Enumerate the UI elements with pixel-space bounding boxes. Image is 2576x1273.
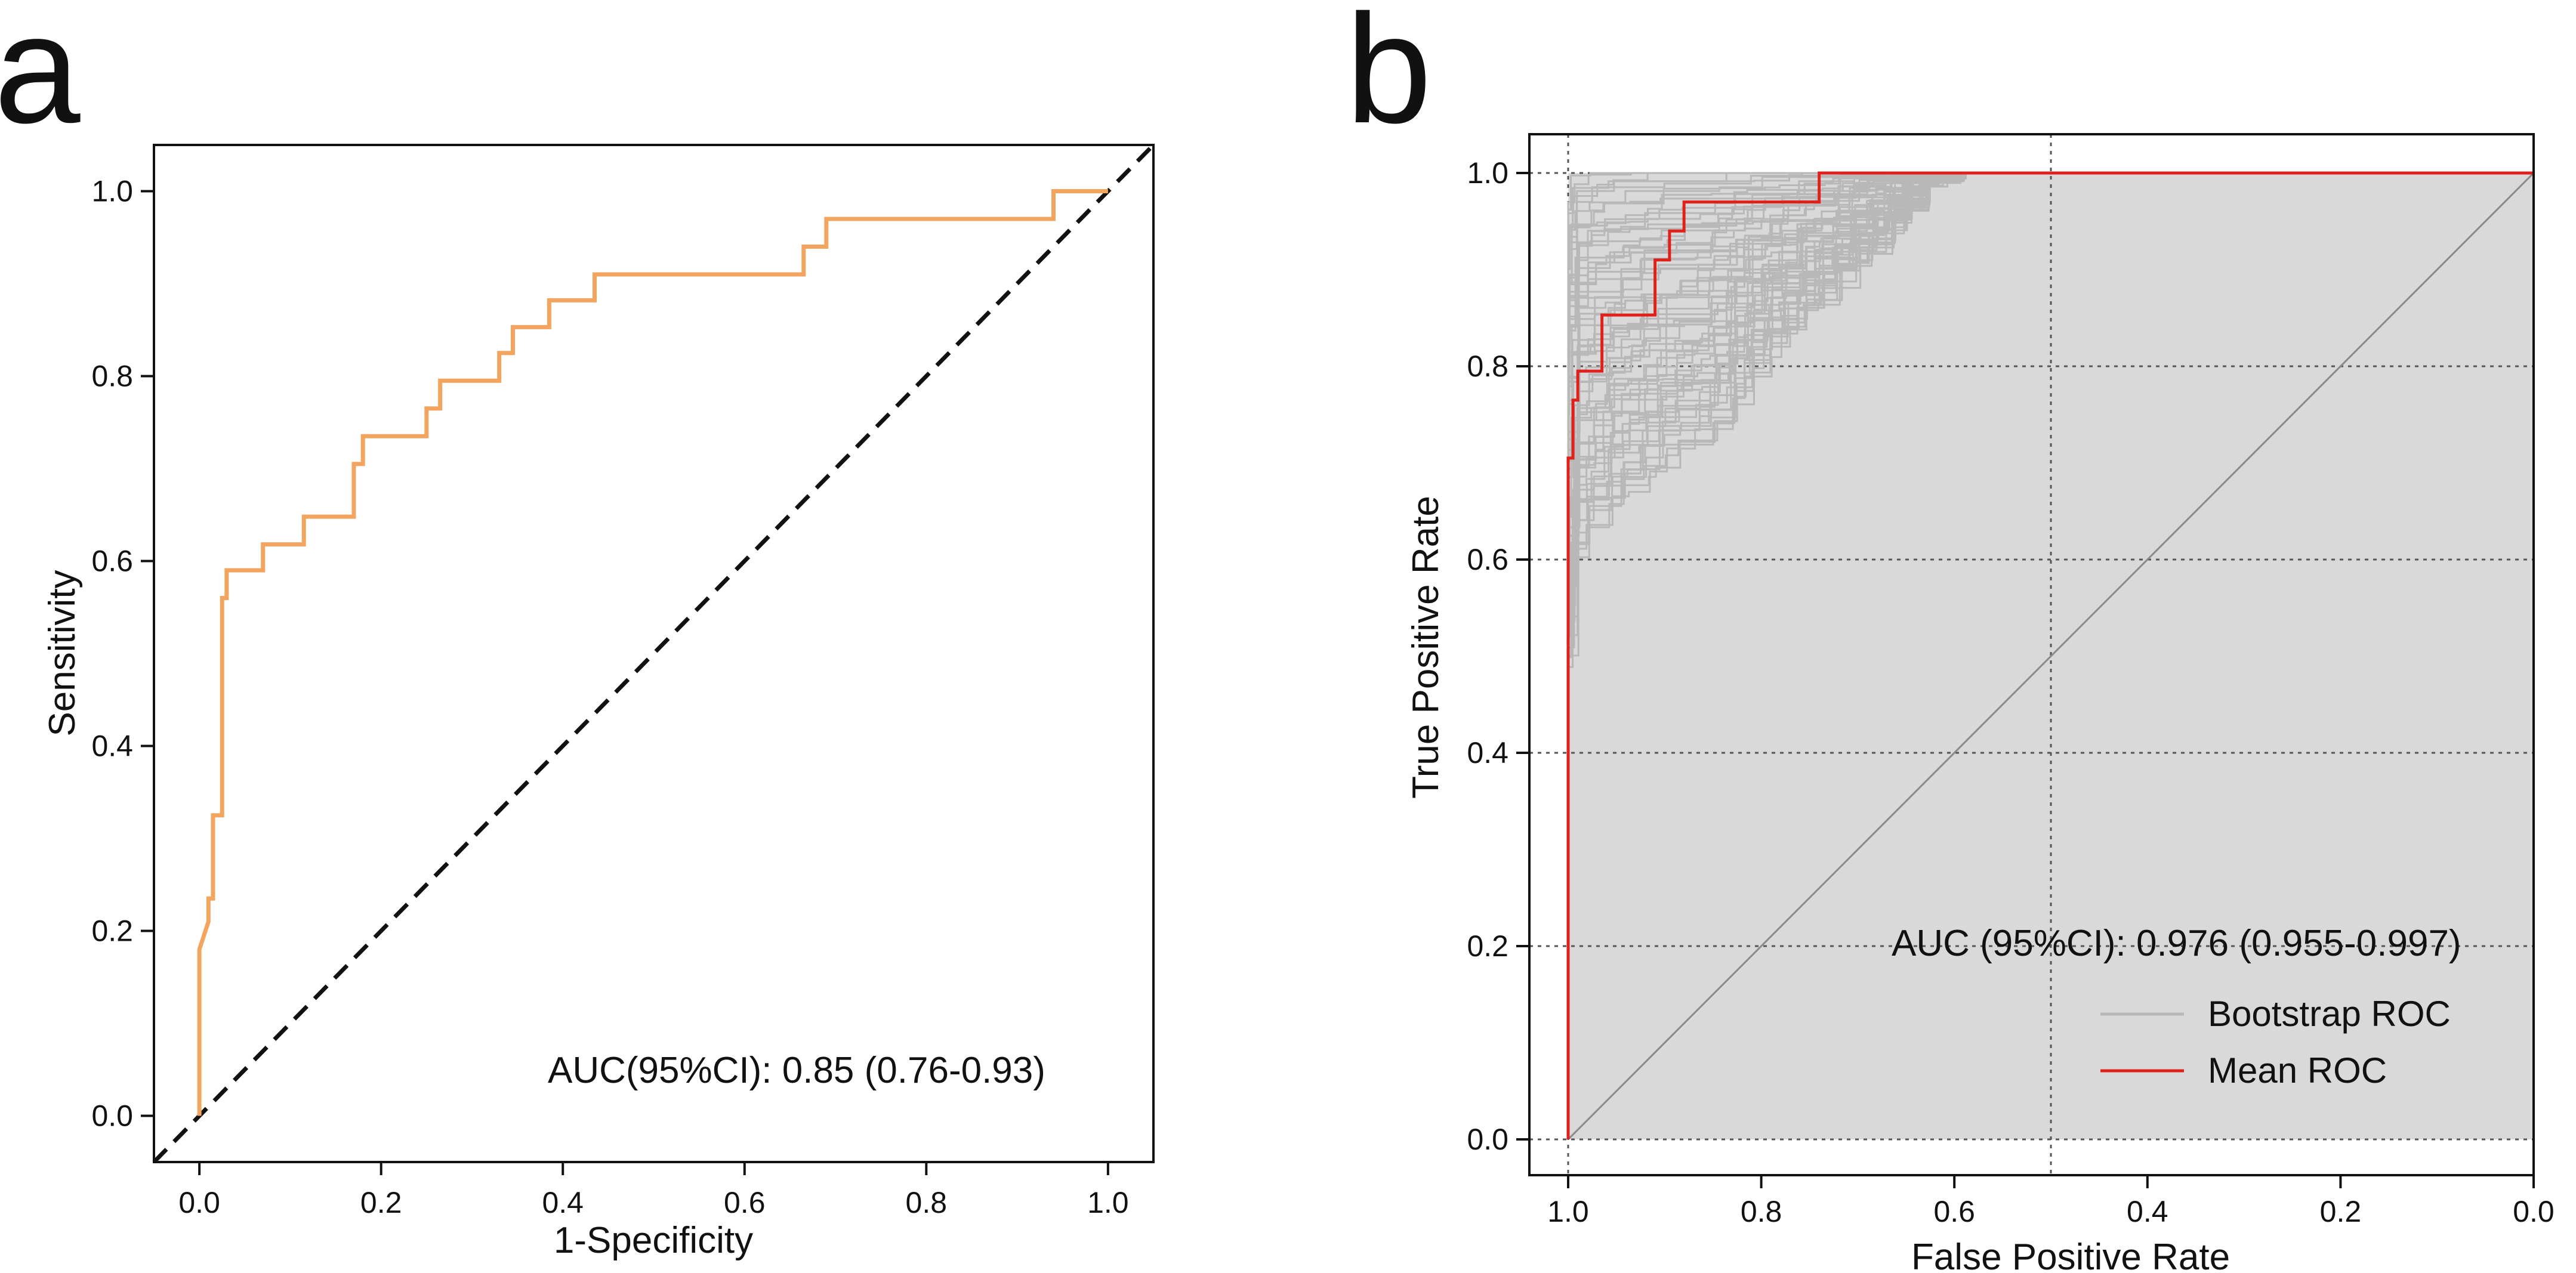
y-tick-label-a: 0.4: [91, 730, 133, 763]
diagonal-reference-b: [1567, 172, 2535, 1141]
roc-chart-a: 0.0 0.2 0.4 0.6 0.8 1.0 0.0 0.2 0.4 0.6 0.8 1.0 1-S…: [42, 143, 1155, 1261]
x-tick-label-a: 1.0: [1087, 1186, 1129, 1219]
x-axis-title-a: 1-Specificity: [554, 1220, 753, 1261]
x-tick-label-a: 0.0: [178, 1186, 220, 1219]
y-tick-label-a: 1.0: [91, 175, 133, 208]
bootstrap-roc-curve: [1567, 172, 2534, 1139]
bootstrap-roc-curve: [1567, 172, 2534, 1139]
x-tick-label-b: 0.4: [2127, 1195, 2168, 1228]
bootstrap-roc-curve: [1567, 172, 2534, 1139]
plot-frame-b: [1528, 133, 2535, 1176]
mean-roc-curve: [1566, 171, 2534, 1139]
y-tick-label-b: 0.6: [1467, 543, 1508, 576]
y-tick-label-b: 0.0: [1467, 1123, 1508, 1156]
x-tick-label-b: 0.2: [2320, 1195, 2362, 1228]
x-tick-label-b: 0.8: [1741, 1195, 1782, 1228]
y-tick-label-a: 0.8: [91, 360, 133, 393]
y-axis-title-a: Sensitivity: [42, 570, 83, 736]
x-tick-label-b: 0.6: [1933, 1195, 1975, 1228]
auc-annotation-b: AUC (95%CI): 0.976 (0.955-0.997): [1892, 923, 2461, 964]
y-tick-label-b: 0.8: [1467, 350, 1508, 383]
y-tick-label-b: 1.0: [1467, 156, 1508, 190]
panel-letter-b: b: [1346, 0, 1432, 156]
bootstrap-roc-curve: [1567, 172, 2534, 1139]
y-tick-label-b: 0.2: [1467, 929, 1508, 963]
x-tick-label-b: 0.0: [2513, 1195, 2555, 1228]
legend-label-mean: Mean ROC: [2208, 1050, 2387, 1090]
x-tick-label-b: 1.0: [1547, 1195, 1589, 1228]
auc-annotation-a: AUC(95%CI): 0.85 (0.76-0.93): [548, 1050, 1045, 1091]
x-tick-label-a: 0.8: [906, 1186, 948, 1219]
bootstrap-roc-curve: [1567, 172, 2534, 1139]
legend-label-bootstrap: Bootstrap ROC: [2208, 994, 2451, 1034]
y-axis-title-b: True Positive Rate: [1405, 496, 1446, 799]
bootstrap-roc-curve: [1567, 172, 2534, 1139]
diagonal-reference-a: [152, 143, 1155, 1164]
y-tick-label-a: 0.0: [91, 1099, 133, 1133]
x-tick-label-a: 0.2: [360, 1186, 402, 1219]
roc-chart-b: 1.0 0.8 0.6 0.4 0.2 0.0 0.0 0.2 0.4 0.6 0.8 1.0 Fal…: [1405, 133, 2555, 1273]
bootstrap-roc-curve: [1567, 172, 2534, 1139]
bootstrap-roc-curve: [1567, 172, 2534, 1139]
bootstrap-roc-curve: [1567, 172, 2534, 1139]
roc-curve-a: [197, 189, 1108, 1116]
x-tick-label-a: 0.6: [724, 1186, 766, 1219]
y-tick-label-b: 0.4: [1467, 736, 1508, 770]
bootstrap-roc-curve: [1567, 172, 2534, 1139]
y-tick-label-a: 0.2: [91, 914, 133, 948]
x-tick-label-a: 0.4: [542, 1186, 584, 1219]
y-tick-label-a: 0.6: [91, 545, 133, 578]
panel-letter-a: a: [0, 0, 81, 156]
plot-frame-a: [153, 144, 1155, 1163]
bootstrap-roc-curve: [1567, 172, 2534, 1139]
bootstrap-roc-curves: [1567, 172, 2534, 1139]
x-axis-title-b: False Positive Rate: [1911, 1237, 2230, 1273]
